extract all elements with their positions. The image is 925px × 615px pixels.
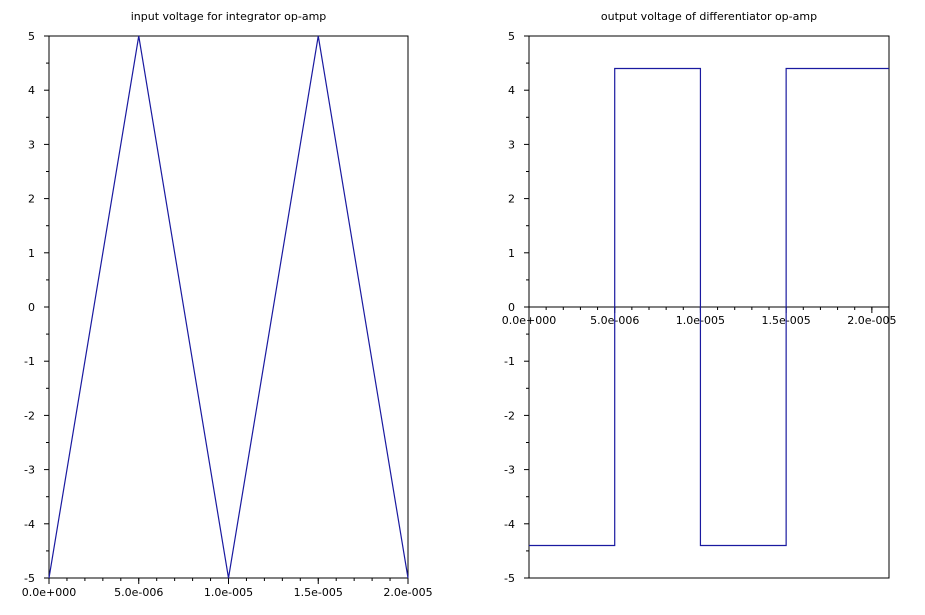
y-tick-label: -2: [24, 409, 35, 422]
y-tick-label: 1: [508, 247, 515, 260]
y-tick-label: 2: [28, 193, 35, 206]
y-tick-label: -5: [504, 572, 515, 585]
y-tick-label: -4: [504, 518, 515, 531]
x-tick-label: 2.0e-005: [383, 586, 432, 599]
chart-title: output voltage of differentiator op-amp: [601, 10, 817, 23]
series-line: [48, 35, 409, 579]
x-tick-label: 2.0e-005: [847, 314, 896, 327]
y-tick-label: -5: [24, 572, 35, 585]
x-tick-label: 0.0e+000: [22, 586, 76, 599]
y-tick-label: -4: [24, 518, 35, 531]
x-tick-label: 5.0e-006: [114, 586, 163, 599]
integrator-input-chart: input voltage for integrator op-amp -5 -4…: [22, 10, 433, 599]
x-tick-label: 0.0e+000: [502, 314, 556, 327]
y-tick-label: 0: [508, 301, 515, 314]
y-tick-label: 4: [508, 84, 515, 97]
differentiator-output-chart: output voltage of differentiator op-amp …: [502, 10, 897, 585]
x-tick-label: 1.5e-005: [294, 586, 343, 599]
y-tick-label: -1: [24, 355, 35, 368]
y-tick-label: 0: [28, 301, 35, 314]
series-line: [529, 67, 889, 547]
y-tick-label: 3: [28, 138, 35, 151]
y-tick-label: -3: [24, 464, 35, 477]
y-tick-label: 5: [28, 30, 35, 43]
plot-frame: [48, 35, 409, 579]
y-tick-label: 2: [508, 193, 515, 206]
y-tick-label: -3: [504, 464, 515, 477]
y-tick-label: -1: [504, 355, 515, 368]
y-tick-label: -2: [504, 409, 515, 422]
y-tick-label: 1: [28, 247, 35, 260]
y-tick-label: 4: [28, 84, 35, 97]
chart-title: input voltage for integrator op-amp: [131, 10, 327, 23]
y-tick-label: 3: [508, 138, 515, 151]
y-tick-label: 5: [508, 30, 515, 43]
x-tick-label: 1.0e-005: [204, 586, 253, 599]
